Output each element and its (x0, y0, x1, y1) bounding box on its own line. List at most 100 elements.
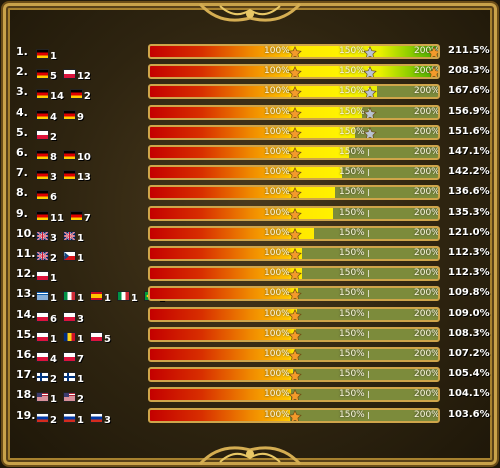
progress-bar: 100% 150% 200% (148, 84, 440, 100)
flag-pl-icon[interactable]: 3 (62, 308, 84, 325)
star-100-icon (288, 349, 302, 360)
rank-number: 16. (16, 348, 36, 361)
flag-pl-icon[interactable]: 5 (89, 328, 111, 344)
flag-it-icon[interactable]: 1 (62, 287, 84, 304)
flag-de-icon[interactable]: 4 (36, 106, 57, 122)
progress-bar: 100% 150% 200% (148, 367, 440, 383)
flag-de-icon[interactable]: 13 (62, 166, 91, 184)
flag-fi-icon[interactable]: 1 (62, 368, 84, 385)
flag-group: 5 12 (36, 65, 91, 82)
flag-de-icon[interactable]: 10 (62, 146, 91, 163)
tick-100-label: 100% (264, 308, 290, 319)
rank-number: 13. (16, 287, 36, 301)
flag-count: 1 (103, 293, 111, 305)
flag-de-icon[interactable]: 5 (36, 65, 57, 82)
flag-de-icon[interactable]: 3 (36, 166, 57, 183)
flag-ro-icon[interactable]: 1 (62, 328, 84, 344)
tick-100-label: 100% (264, 288, 290, 299)
flag-gr-icon[interactable]: 1 (36, 287, 57, 305)
tick-200-label: 200% (414, 147, 440, 157)
flag-gb-icon[interactable]: 2 (36, 247, 57, 264)
flag-de-icon[interactable]: 7 (69, 207, 91, 223)
flag-ru-icon[interactable]: 1 (62, 409, 84, 425)
flag-de-icon[interactable]: 6 (36, 186, 57, 203)
percentage-value: 121.0% (448, 226, 490, 238)
flag-pl-icon[interactable]: 1 (36, 328, 57, 344)
flag-pl-icon[interactable]: 7 (62, 348, 84, 365)
flag-group: 2 1 3 (36, 409, 111, 425)
flag-de-icon[interactable]: 8 (36, 146, 57, 163)
flag-pl-icon[interactable]: 1 (36, 267, 57, 284)
percentage-value: 107.2% (448, 348, 490, 359)
flag-de-icon[interactable]: 11 (36, 207, 64, 224)
table-row: 10. 3 1 100% 150% 200% 121.0% (0, 224, 500, 244)
flag-de-icon[interactable]: 9 (62, 106, 84, 122)
percentage-value: 104.1% (448, 388, 490, 400)
star-100-icon (288, 126, 302, 138)
rank-number: 19. (16, 408, 36, 422)
tick-150-marker (368, 149, 369, 156)
flag-de-icon[interactable]: 14 (36, 85, 64, 102)
flag-group: 11 7 (36, 207, 91, 224)
tick-200-label: 200% (414, 369, 440, 380)
flag-de-icon[interactable]: 2 (69, 85, 91, 102)
flag-count: 11 (50, 212, 64, 224)
progress-fill (150, 369, 293, 381)
flag-group: 2 (36, 126, 57, 142)
tick-200-label: 200% (414, 106, 440, 117)
flag-fi-icon[interactable]: 2 (36, 368, 57, 385)
star-100-icon (288, 187, 302, 199)
flag-count: 13 (76, 172, 91, 184)
flag-pl-icon[interactable]: 6 (36, 308, 57, 324)
flag-pl-icon[interactable]: 12 (62, 65, 91, 82)
tick-150-marker (368, 411, 369, 419)
tick-150-label: 150% (339, 227, 365, 238)
flag-count: 7 (76, 354, 84, 365)
flag-pl-icon[interactable]: 2 (36, 126, 57, 142)
tick-200-label: 200% (414, 268, 440, 279)
tick-100-label: 100% (264, 66, 290, 77)
table-row: 16. 4 7 100% 150% 200% 107.2% (0, 345, 500, 365)
progress-fill (150, 389, 291, 401)
top-ornament (198, 2, 302, 22)
flag-us-icon[interactable]: 1 (36, 388, 57, 405)
tick-200-label: 200% (414, 349, 440, 359)
tick-150-marker (368, 209, 369, 217)
table-row: 2. 5 12 100% 150% 200% 208.3% (0, 62, 500, 82)
flag-gb-icon[interactable]: 3 (36, 227, 57, 243)
table-row: 8. 6 100% 150% 200% 136.6% (0, 183, 500, 203)
flag-count: 1 (50, 293, 57, 305)
flag-group: 1 1 5 (36, 328, 111, 344)
flag-us-icon[interactable]: 2 (62, 388, 84, 405)
star-100-icon (288, 227, 302, 239)
tick-150-label: 150% (339, 308, 365, 319)
flag-it-icon[interactable]: 1 (116, 287, 138, 305)
table-row: 5. 2 100% 150% 200% 151.6% (0, 123, 500, 143)
flag-ru-icon[interactable]: 3 (89, 409, 111, 425)
flag-gb-icon[interactable]: 1 (62, 227, 84, 243)
star-100-icon (288, 167, 302, 179)
flag-count: 1 (130, 293, 138, 305)
flag-group: 1 (36, 45, 57, 62)
flag-ru-icon[interactable]: 2 (36, 409, 57, 425)
table-row: 18. 1 2 100% 150% 200% 104.1% (0, 385, 500, 405)
flag-de-icon[interactable]: 1 (36, 45, 57, 62)
star-200-icon (427, 46, 438, 57)
progress-fill (150, 328, 297, 340)
percentage-value: 112.3% (448, 267, 490, 279)
flag-es-icon[interactable]: 1 (89, 287, 111, 305)
rank-number: 11. (16, 247, 36, 260)
tick-150-label: 150% (339, 147, 365, 157)
tick-150-marker (368, 169, 369, 177)
progress-bar: 100% 150% 200% (148, 165, 440, 181)
flag-cz-icon[interactable]: 1 (62, 247, 84, 264)
tick-200-label: 200% (414, 167, 440, 178)
flag-count: 8 (50, 152, 57, 163)
flag-pl-icon[interactable]: 4 (36, 348, 57, 365)
flag-count: 3 (76, 313, 84, 325)
tick-150-marker (368, 371, 369, 379)
flag-count: 10 (76, 152, 91, 163)
tick-150-label: 150% (339, 288, 365, 299)
